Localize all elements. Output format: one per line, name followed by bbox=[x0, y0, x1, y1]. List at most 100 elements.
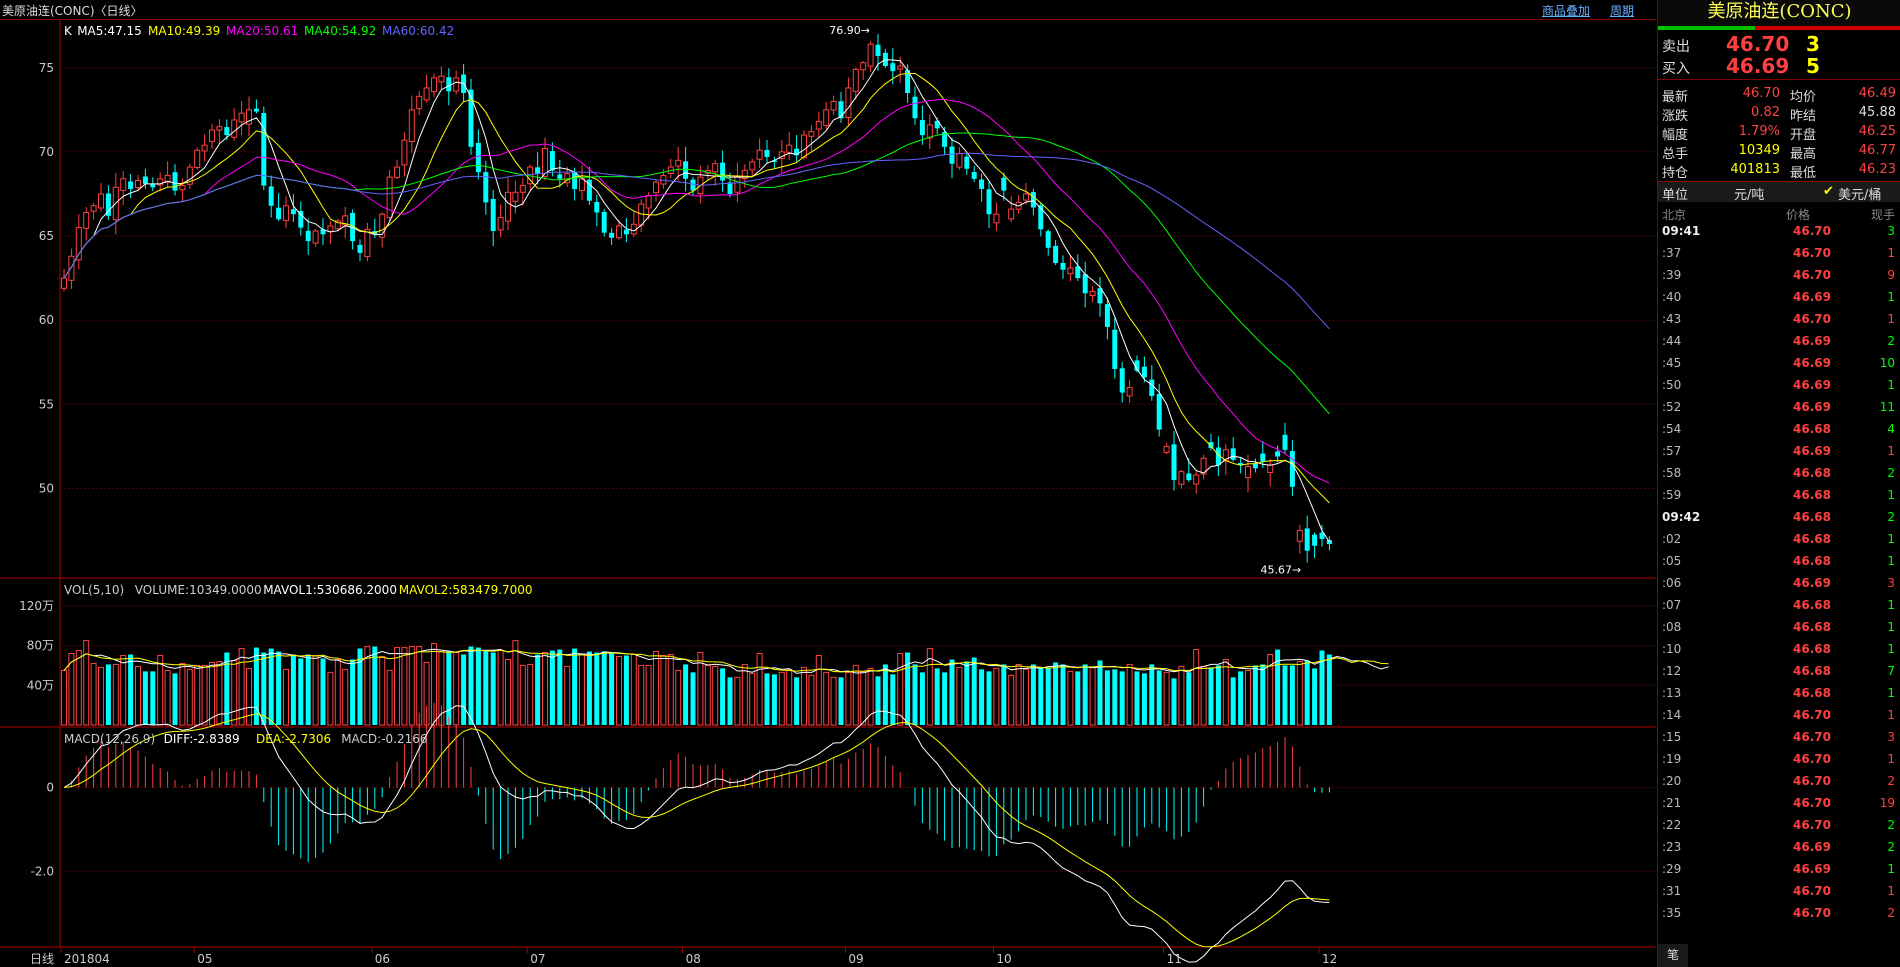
check-icon: ✔ bbox=[1823, 184, 1834, 199]
candle-down bbox=[949, 146, 955, 164]
volume-bar-up bbox=[808, 674, 815, 726]
tick-volume: 2 bbox=[1887, 466, 1895, 480]
candle-up bbox=[823, 109, 830, 126]
candle-down bbox=[1275, 451, 1281, 457]
candle-up bbox=[1245, 466, 1251, 479]
period-button[interactable]: 周期 bbox=[1610, 4, 1635, 18]
volume-bar-down bbox=[971, 657, 977, 725]
volume-bar-up bbox=[741, 663, 748, 726]
volume-bar-up bbox=[120, 655, 127, 726]
tick-row: :29 46.69 1 bbox=[1658, 862, 1900, 884]
volume-bar-down bbox=[1038, 667, 1044, 725]
unit-alt[interactable]: 美元/桶 bbox=[1838, 188, 1882, 203]
volume-bar-up bbox=[1163, 671, 1170, 726]
candle-down bbox=[298, 211, 304, 228]
ticks-price-header: 价格 bbox=[1786, 208, 1811, 222]
volume-tick-label: 120万 bbox=[19, 599, 54, 613]
volume-bar-up bbox=[1008, 674, 1015, 726]
candle-down bbox=[979, 179, 985, 189]
candle-up bbox=[830, 100, 837, 111]
tick-volume: 2 bbox=[1887, 818, 1895, 832]
volume-bar-down bbox=[771, 674, 777, 725]
tick-volume: 3 bbox=[1887, 224, 1895, 238]
volume-bar-down bbox=[919, 672, 925, 725]
volume-bar-up bbox=[860, 670, 867, 726]
ma60-line bbox=[63, 152, 1330, 330]
instrument-name: 美原油连(CONC) bbox=[1658, 0, 1900, 26]
volume-bar-down bbox=[794, 677, 800, 725]
mavol1-line bbox=[63, 648, 1389, 674]
tick-time: :44 bbox=[1662, 334, 1682, 348]
tick-price: 46.68 bbox=[1793, 532, 1831, 546]
volume-bar-up bbox=[98, 666, 104, 726]
stat-value: 401813 bbox=[1730, 162, 1780, 177]
candle-down bbox=[771, 160, 777, 162]
tick-volume: 1 bbox=[1887, 884, 1895, 898]
stat-label: 幅度 bbox=[1662, 128, 1689, 143]
tick-row: :12 46.68 7 bbox=[1658, 664, 1900, 686]
tick-time: :50 bbox=[1662, 378, 1682, 392]
candle-up bbox=[364, 228, 371, 258]
volume-bar-up bbox=[90, 662, 97, 726]
volume-bar-down bbox=[261, 652, 267, 725]
volume-bar-up bbox=[83, 640, 90, 726]
tick-price: 46.70 bbox=[1793, 246, 1831, 260]
tick-time: :15 bbox=[1662, 730, 1682, 744]
x-axis-label: 09 bbox=[848, 952, 863, 966]
high-price-label: 76.90→ bbox=[829, 24, 870, 37]
candle-down bbox=[986, 189, 992, 215]
volume-bar-up bbox=[453, 652, 460, 726]
volume-bar-up bbox=[512, 640, 519, 726]
tab-ticks[interactable]: 笔 bbox=[1658, 944, 1688, 967]
unit-value[interactable]: 元/吨 bbox=[1734, 188, 1765, 203]
candle-down bbox=[890, 63, 896, 72]
volume-bar-up bbox=[756, 653, 763, 726]
tick-price: 46.69 bbox=[1793, 840, 1831, 854]
candle-down bbox=[683, 161, 689, 179]
candle-up bbox=[926, 124, 933, 139]
volume-bar-up bbox=[786, 668, 793, 726]
volume-bar-down bbox=[609, 652, 615, 725]
volume-bar-up bbox=[852, 664, 859, 726]
volume-bar-down bbox=[150, 671, 156, 725]
candle-up bbox=[660, 174, 667, 185]
volume-bar-up bbox=[867, 667, 874, 726]
tick-row: :44 46.69 2 bbox=[1658, 334, 1900, 356]
candle-down bbox=[1312, 534, 1318, 546]
tick-price: 46.68 bbox=[1793, 488, 1831, 502]
candle-down bbox=[490, 198, 496, 231]
tick-volume: 1 bbox=[1887, 642, 1895, 656]
volume-bar-up bbox=[342, 668, 349, 726]
candle-up bbox=[1089, 291, 1096, 297]
volume-bar-up bbox=[926, 648, 933, 726]
kline-chart[interactable]: 75 70 65 60 55 50 120万 80万 40万 0 -2.0 76.90→ 45.67→ K… bbox=[0, 20, 1656, 967]
volume-bar-down bbox=[276, 651, 282, 725]
tick-volume: 7 bbox=[1887, 664, 1895, 678]
volume-bar-down bbox=[1119, 671, 1125, 725]
tick-volume: 1 bbox=[1887, 246, 1895, 260]
volume-bar-up bbox=[401, 647, 408, 726]
candle-up bbox=[815, 121, 822, 130]
candle-down bbox=[446, 77, 452, 92]
stat-label: 昨结 bbox=[1790, 109, 1817, 124]
volume-bar-up bbox=[956, 666, 963, 726]
candle-down bbox=[142, 176, 148, 184]
volume-bar-up bbox=[1296, 660, 1303, 726]
tick-volume: 2 bbox=[1887, 510, 1895, 524]
volume-bar-down bbox=[1112, 669, 1118, 725]
legend-mavol1: MAVOL1:530686.2000 bbox=[263, 583, 397, 597]
stat-label: 涨跌 bbox=[1662, 109, 1689, 124]
candle-down bbox=[838, 101, 844, 119]
tick-time: :58 bbox=[1662, 466, 1682, 480]
volume-bar-up bbox=[497, 650, 504, 726]
volume-bar-down bbox=[1060, 664, 1066, 725]
tick-row: :59 46.68 1 bbox=[1658, 488, 1900, 510]
overlay-button[interactable]: 商品叠加 bbox=[1542, 4, 1591, 18]
volume-bar-down bbox=[1149, 664, 1155, 725]
tick-row: :52 46.69 11 bbox=[1658, 400, 1900, 422]
volume-bar-down bbox=[601, 651, 607, 725]
unit-label: 单位 bbox=[1662, 188, 1689, 203]
tick-volume: 1 bbox=[1887, 752, 1895, 766]
tick-price: 46.68 bbox=[1793, 620, 1831, 634]
volume-tick-label: 80万 bbox=[27, 639, 54, 653]
